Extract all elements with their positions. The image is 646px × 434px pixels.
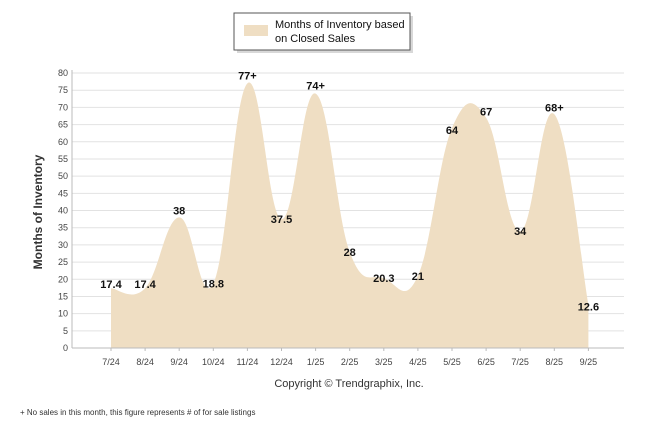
x-tick-label: 1/25	[307, 357, 325, 367]
data-label: 12.6	[578, 302, 599, 314]
x-tick-label: 11/24	[236, 357, 258, 367]
y-tick-label: 80	[58, 68, 68, 78]
x-tick-label: 5/25	[443, 357, 461, 367]
legend-swatch	[244, 25, 268, 36]
y-tick-label: 10	[58, 309, 68, 319]
y-tick-label: 5	[63, 326, 68, 336]
x-tick-label: 6/25	[477, 357, 495, 367]
copyright-text: Copyright © Trendgraphix, Inc.	[274, 378, 423, 390]
data-label: 67	[480, 107, 492, 119]
y-tick-label: 40	[58, 206, 68, 216]
data-label: 68+	[545, 102, 564, 114]
x-tick-label: 8/25	[546, 357, 564, 367]
data-label: 17.4	[100, 279, 122, 291]
data-label: 77+	[238, 70, 257, 82]
y-tick-label: 70	[58, 102, 68, 112]
x-tick-label: 10/24	[202, 357, 225, 367]
x-tick-label: 8/24	[136, 357, 154, 367]
data-label: 28	[344, 247, 356, 259]
x-tick-label: 9/25	[580, 357, 598, 367]
data-label: 34	[514, 226, 527, 238]
data-label: 18.8	[203, 278, 224, 290]
y-axis-ticks: 0 5 10 15 20 25 30 35 40 45 50 55 60 65 70 75 80	[58, 68, 68, 353]
y-tick-label: 45	[58, 188, 68, 198]
data-label: 38	[173, 205, 185, 217]
data-label: 64	[446, 125, 459, 137]
x-tick-label: 12/24	[270, 357, 293, 367]
data-label: 21	[412, 271, 424, 283]
data-label: 20.3	[373, 273, 394, 285]
legend-label-line2: on Closed Sales	[275, 33, 356, 45]
y-tick-label: 0	[63, 343, 68, 353]
x-tick-label: 2/25	[341, 357, 359, 367]
y-axis-title: Months of Inventory	[31, 154, 45, 269]
x-tick-label: 9/24	[170, 357, 188, 367]
x-tick-label: 3/25	[375, 357, 393, 367]
data-label: 74+	[306, 81, 325, 93]
legend-label-line1: Months of Inventory based	[275, 19, 405, 31]
y-tick-label: 30	[58, 240, 68, 250]
y-tick-label: 55	[58, 154, 68, 164]
x-tick-label: 7/24	[102, 357, 120, 367]
legend: Months of Inventory based on Closed Sale…	[233, 12, 413, 53]
y-tick-label: 35	[58, 223, 68, 233]
y-tick-label: 25	[58, 257, 68, 267]
axes	[71, 70, 624, 349]
x-axis-ticks: 7/24 8/24 9/24 10/24 11/24 12/24 1/25 2/25 3/25 4…	[102, 348, 597, 367]
y-tick-label: 20	[58, 274, 68, 284]
footnote-text: + No sales in this month, this figure re…	[20, 408, 255, 417]
area-series	[111, 82, 589, 349]
data-label: 17.4	[134, 279, 156, 291]
x-tick-label: 7/25	[511, 357, 529, 367]
data-label: 37.5	[271, 214, 292, 226]
y-tick-label: 15	[58, 291, 68, 301]
y-tick-label: 50	[58, 171, 68, 181]
x-tick-label: 4/25	[409, 357, 427, 367]
data-labels: 17.4 17.4 38 18.8 77+ 37.5 74+ 28 20.3 21 64 67 34 68…	[100, 70, 599, 313]
y-tick-label: 60	[58, 137, 68, 147]
y-tick-label: 75	[58, 85, 68, 95]
y-tick-label: 65	[58, 120, 68, 130]
